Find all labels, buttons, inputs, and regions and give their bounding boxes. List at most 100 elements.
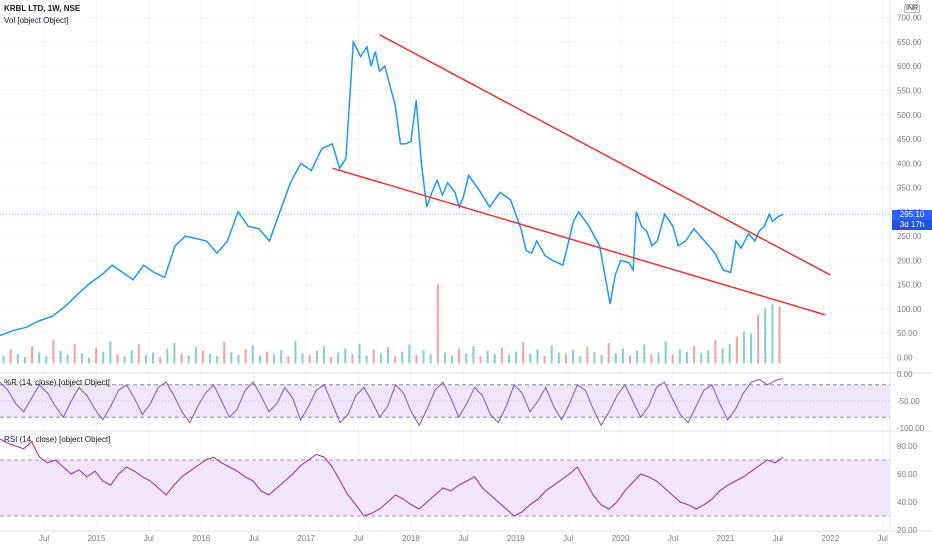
volume-bar (116, 353, 119, 364)
volume-bar (700, 353, 703, 364)
volume-bar (137, 344, 140, 364)
volume-bar (308, 354, 311, 364)
rsi-line (0, 438, 784, 517)
volume-bar (394, 356, 397, 364)
volume-bar (102, 351, 105, 364)
grid (0, 0, 932, 532)
x-tick-label: Jul (249, 534, 259, 543)
williams-r-legend[interactable]: %R (14, close) [object Object] (4, 378, 110, 387)
y-tick-label: 200.00 (897, 256, 922, 265)
volume-bar (415, 354, 418, 364)
volume-bar (436, 284, 439, 364)
volume-bar (543, 355, 546, 364)
volume-bar (735, 336, 738, 364)
volume-bar (621, 348, 624, 364)
x-tick-label: 2020 (612, 534, 630, 543)
volume-bar (629, 355, 632, 364)
rsi-legend[interactable]: RSI (14, close) [object Object] (4, 435, 111, 444)
volume-bar (66, 354, 69, 364)
volume-bar (123, 356, 126, 364)
volume-bar (9, 349, 12, 364)
volume-bar (2, 355, 5, 364)
rsi-series (0, 438, 784, 517)
volume-bar (230, 352, 233, 364)
y-tick-label: 100.00 (897, 305, 922, 314)
volume-bar (408, 344, 411, 364)
volume-bar (95, 347, 98, 364)
volume-legend[interactable]: Vol [object Object] (4, 16, 69, 25)
volume-bar (344, 348, 347, 364)
y-tick-label: 150.00 (897, 281, 922, 290)
volume-bar (579, 356, 582, 364)
volume-bars (2, 284, 781, 364)
volume-bar (201, 350, 204, 364)
volume-bar (486, 350, 489, 364)
volume-bar (671, 354, 674, 364)
volume-bar (693, 346, 696, 364)
volume-bar (742, 331, 745, 364)
volume-bar (287, 356, 290, 364)
volume-bar (244, 349, 247, 364)
volume-bar (451, 355, 454, 364)
williams-r-tick-label: -100.00 (897, 424, 925, 433)
volume-bar (152, 352, 155, 364)
rsi-tick-label: 20.00 (897, 526, 918, 535)
indicator-bands (0, 384, 890, 517)
volume-bar (515, 351, 518, 364)
volume-bar (16, 353, 19, 364)
y-tick-label: 250.00 (897, 232, 922, 241)
axes: Jul 2015 Jul 2016 Jul 2017 Jul 2018 Jul 2019 Jul 20… (39, 14, 925, 543)
volume-bar (657, 352, 660, 364)
volume-bar (130, 350, 133, 364)
williams-r-line (0, 377, 784, 427)
volume-bar (493, 353, 496, 364)
volume-bar (664, 341, 667, 364)
volume-bar (650, 353, 653, 364)
volume-bar (265, 351, 268, 364)
x-tick-label: Jul (353, 534, 363, 543)
y-tick-label: 500.00 (897, 111, 922, 120)
rsi-tick-label: 80.00 (897, 442, 918, 451)
volume-bar (586, 346, 589, 364)
volume-bar (507, 354, 510, 364)
volume-bar (294, 340, 297, 364)
x-tick-label: Jul (773, 534, 783, 543)
volume-bar (223, 342, 226, 364)
volume-bar (678, 349, 681, 364)
symbol-legend[interactable]: KRBL LTD, 1W, NSE (4, 4, 81, 13)
y-tick-label: 600.00 (897, 62, 922, 71)
trendline (379, 34, 831, 276)
volume-bar (685, 351, 688, 364)
volume-bar (522, 342, 525, 364)
volume-bar (144, 354, 147, 364)
volume-bar (614, 353, 617, 364)
volume-bar (23, 357, 26, 364)
volume-bar (166, 348, 169, 364)
volume-bar (600, 354, 603, 364)
x-tick-label: 2021 (717, 534, 735, 543)
volume-bar (771, 304, 774, 364)
volume-bar (45, 356, 48, 364)
x-tick-label: Jul (458, 534, 468, 543)
volume-bar (365, 355, 368, 364)
currency-label[interactable]: INR (904, 4, 921, 13)
volume-bar (386, 346, 389, 364)
price-series (0, 39, 890, 337)
volume-bar (472, 346, 475, 364)
volume-bar (251, 345, 254, 364)
y-tick-label: 450.00 (897, 135, 922, 144)
y-tick-label: 350.00 (897, 184, 922, 193)
last-price-badge: 295.10 (892, 210, 932, 220)
x-tick-label: Jul (563, 534, 573, 543)
volume-bar (422, 350, 425, 364)
volume-bar (38, 352, 41, 364)
volume-bar (173, 342, 176, 364)
volume-bar (529, 353, 532, 364)
x-tick-label: 2018 (402, 534, 420, 543)
williams-r-series (0, 377, 784, 427)
volume-bar (358, 343, 361, 364)
volume-bar (536, 349, 539, 364)
x-tick-label: 2019 (507, 534, 525, 543)
volume-bar (187, 355, 190, 364)
volume-bar (721, 348, 724, 364)
